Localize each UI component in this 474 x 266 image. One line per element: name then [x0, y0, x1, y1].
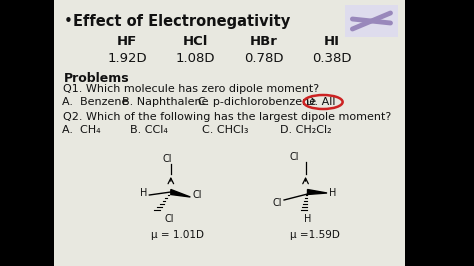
- Text: D. All: D. All: [306, 97, 335, 107]
- FancyBboxPatch shape: [345, 5, 398, 37]
- Text: 0.78D: 0.78D: [244, 52, 283, 65]
- Text: D. CH₂Cl₂: D. CH₂Cl₂: [280, 125, 332, 135]
- Text: HBr: HBr: [250, 35, 277, 48]
- Text: A.  Benzene: A. Benzene: [62, 97, 128, 107]
- Text: μ =1.59D: μ =1.59D: [290, 230, 340, 240]
- Text: μ = 1.01D: μ = 1.01D: [151, 230, 204, 240]
- Text: HF: HF: [117, 35, 137, 48]
- Text: •: •: [64, 14, 73, 29]
- Text: Cl: Cl: [162, 154, 172, 164]
- Text: B. Naphthalene: B. Naphthalene: [122, 97, 209, 107]
- Text: Cl: Cl: [273, 198, 282, 208]
- Text: Q1. Which molecule has zero dipole moment?: Q1. Which molecule has zero dipole momen…: [64, 84, 319, 94]
- Text: 1.92D: 1.92D: [107, 52, 147, 65]
- Text: C. p-dichlorobenzene: C. p-dichlorobenzene: [198, 97, 316, 107]
- Text: 0.38D: 0.38D: [312, 52, 352, 65]
- Text: Problems: Problems: [64, 72, 129, 85]
- Text: HI: HI: [324, 35, 340, 48]
- Text: B. CCl₄: B. CCl₄: [130, 125, 168, 135]
- Text: Effect of Electronegativity: Effect of Electronegativity: [73, 14, 291, 29]
- Text: H: H: [304, 214, 311, 224]
- Text: Cl: Cl: [289, 152, 299, 162]
- Text: A.  CH₄: A. CH₄: [62, 125, 100, 135]
- Text: H: H: [329, 188, 337, 198]
- Text: C. CHCl₃: C. CHCl₃: [202, 125, 248, 135]
- Text: Q2. Which of the following has the largest dipole moment?: Q2. Which of the following has the large…: [64, 112, 392, 122]
- Text: Cl: Cl: [192, 190, 202, 200]
- Text: Cl: Cl: [165, 214, 174, 224]
- Polygon shape: [171, 189, 191, 197]
- Text: H: H: [140, 188, 147, 198]
- Text: 1.08D: 1.08D: [175, 52, 215, 65]
- Text: HCl: HCl: [182, 35, 208, 48]
- FancyBboxPatch shape: [54, 0, 405, 266]
- Polygon shape: [308, 189, 327, 194]
